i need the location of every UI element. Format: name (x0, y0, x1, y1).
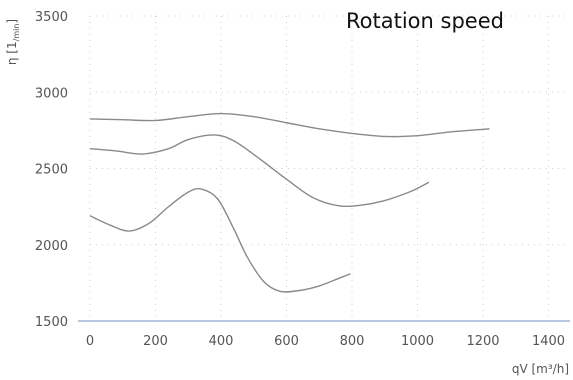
y-tick-label: 3000 (35, 86, 68, 101)
y-tick-label: 2000 (35, 239, 68, 254)
y-axis-title-close: ] (5, 19, 19, 24)
y-tick-label: 2500 (35, 163, 68, 178)
y-axis-title-main: η [1 (5, 41, 19, 65)
x-tick-label: 1200 (466, 334, 499, 349)
y-axis-title-sub: /min (12, 24, 21, 42)
y-axis-title: η [1/min] (5, 19, 21, 65)
x-tick-label: 1400 (532, 334, 565, 349)
series-line-3 (89, 187, 351, 293)
series-group (89, 112, 490, 293)
x-tick-label: 600 (274, 334, 299, 349)
series-line-1 (89, 112, 490, 138)
grid (89, 15, 570, 321)
tick-labels: 0 200 400 600 800 1000 1200 1400 1500 2000 2500 300… (35, 10, 565, 349)
x-tick-label: 200 (143, 334, 168, 349)
x-tick-label: 1000 (401, 334, 434, 349)
y-tick-label: 3500 (35, 10, 68, 25)
x-tick-label: 800 (340, 334, 365, 349)
series-line-2 (89, 134, 430, 208)
x-axis-title: qV [m³/h] (512, 362, 569, 376)
y-tick-label: 1500 (35, 315, 68, 330)
x-tick-label: 400 (209, 334, 234, 349)
x-tick-label: 0 (86, 334, 94, 349)
chart-title: Rotation speed (346, 9, 504, 33)
